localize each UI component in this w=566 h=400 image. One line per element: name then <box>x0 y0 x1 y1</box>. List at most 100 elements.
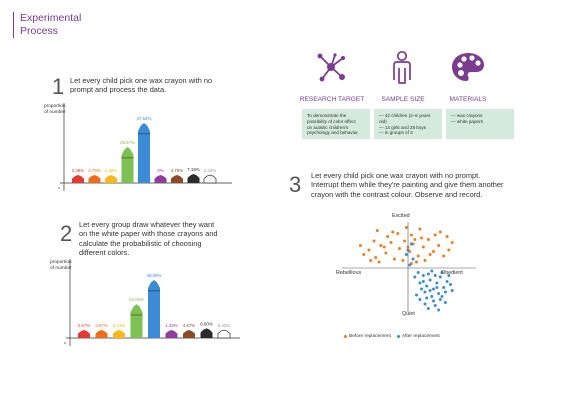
scatter-point-after-23 <box>428 289 432 292</box>
research-target-line-3: on autistic children's <box>307 124 349 130</box>
sample-size-line-3: — 14 girls and 28 boys <box>379 124 426 130</box>
scatter-point-before-25 <box>377 260 381 264</box>
scatter-point-before-24 <box>358 244 362 247</box>
scatter-point-after-24 <box>435 286 439 289</box>
scatter-point-before-5 <box>389 241 393 244</box>
chart1-crayon-black <box>187 173 200 183</box>
chart1-crayon-green <box>121 147 134 183</box>
scatter-point-before-22 <box>420 236 424 240</box>
chart2-origin-label: o <box>64 340 67 345</box>
step-2-text: Let every group draw whatever they want … <box>79 220 217 258</box>
chart2-ylabel-line-1: proportion <box>50 259 72 265</box>
title-line-2: Process <box>20 25 58 37</box>
sample-size-line-2: old) <box>379 118 387 124</box>
materials-title: MATERIALS <box>449 96 487 103</box>
step-3-text: Let every child pick one wax crayon with… <box>311 171 503 199</box>
chart1-bar-orange <box>88 175 101 183</box>
step-1-text-line-1: Let every child pick one wax crayon with… <box>70 76 213 85</box>
scatter-point-after-41 <box>418 298 422 301</box>
scatter-point-after-34 <box>408 263 412 267</box>
quadrant-label-right: Obedient <box>441 270 463 276</box>
chart2-bar-orange <box>95 330 108 338</box>
chart1-data-label-green: 28.57% <box>120 140 135 145</box>
step-2-text-line-1: Let every group draw whatever they want <box>79 220 215 229</box>
scatter-legend: Before replacement After replacement <box>344 334 440 339</box>
chart2-data-label-yellow: 5.33% <box>113 323 126 328</box>
scatter-point-after-18 <box>425 296 429 300</box>
scatter-point-after-17 <box>420 287 424 291</box>
chart1-crayon-white <box>203 174 217 184</box>
scatter-point-after-33 <box>404 253 408 256</box>
quadrant-label-bottom: Quiet <box>402 311 415 317</box>
scatter-point-after-5 <box>432 287 435 291</box>
sample-size-line-1: — 42 children (2–6 years <box>379 113 431 118</box>
scatter-point-after-16 <box>440 271 444 274</box>
scatter-point-after-32 <box>409 242 413 246</box>
scatter-point-before-4 <box>384 251 388 255</box>
scatter-point-after-0 <box>413 275 417 279</box>
scatter-point-after-39 <box>443 301 447 304</box>
step-3-text-line-1: Let every child pick one wax crayon with… <box>311 171 481 180</box>
scatter-point-before-40 <box>445 235 449 238</box>
scatter-point-before-16 <box>442 254 446 258</box>
chart2-data-label-black: 8.00% <box>200 321 213 326</box>
chart1-bar-black <box>187 173 200 183</box>
scatter-point-after-40 <box>437 308 441 312</box>
chart2-bar-purple <box>165 330 178 338</box>
step-3-number: 3 <box>289 172 302 197</box>
chart2-bar-yellow <box>113 330 125 338</box>
chart2-bar-band-blue <box>148 290 160 292</box>
chart1-data-label-red: 2.38% <box>72 168 85 173</box>
scatter-point-before-36 <box>418 227 422 231</box>
scatter-point-before-18 <box>372 239 376 243</box>
chart1-bar-red <box>72 175 84 183</box>
scatter-point-after-21 <box>449 283 452 286</box>
materials-line-2: — white papers <box>451 118 483 124</box>
chart1-bar-green <box>121 147 134 183</box>
scatter-point-after-29 <box>433 304 437 307</box>
scatter-point-before-13 <box>426 238 430 241</box>
sample-size-title: SAMPLE SIZE <box>381 96 425 103</box>
scatter-point-after-20 <box>438 298 442 301</box>
scatter-point-before-26 <box>401 259 405 262</box>
chart1-bar-purple <box>154 175 167 183</box>
scatter-point-after-13 <box>443 290 447 294</box>
scatter-point-before-15 <box>437 244 441 247</box>
scatter-point-after-25 <box>440 295 444 298</box>
chart2-data-label-brown: 4.67% <box>183 323 196 328</box>
legend-after-label: After replacement <box>401 334 440 339</box>
chart2-data-label-red: 2.67% <box>78 323 91 328</box>
step-3-text-line-3: crayon with the contrast colour. Observe… <box>311 189 483 199</box>
sample-size-card: — 42 children (2–6 years old) — 14 girls… <box>374 109 442 139</box>
person-icon <box>393 50 411 84</box>
scatter-point-after-2 <box>421 274 425 277</box>
scatter-point-after-12 <box>437 292 441 295</box>
chart1-bar-brown <box>171 175 183 183</box>
scatter-point-before-12 <box>421 245 425 249</box>
scatter-point-before-17 <box>447 248 451 252</box>
palette-icon <box>452 53 484 81</box>
scatter-point-before-21 <box>409 233 413 237</box>
chart1-data-label-orange: 4.76% <box>88 168 101 173</box>
step-1-text: Let every child pick one wax crayon with… <box>70 76 212 95</box>
chart2-data-label-white: 5.33% <box>218 323 231 328</box>
scatter-point-before-14 <box>432 250 435 253</box>
scatter-point-before-35 <box>369 259 373 262</box>
scatter-point-before-28 <box>423 259 427 262</box>
chart2-data-label-purple: 1.33% <box>165 323 178 328</box>
scatter-point-after-19 <box>432 299 435 303</box>
scatter-point-before-7 <box>398 247 401 250</box>
step-1-number: 1 <box>52 74 65 99</box>
materials-card: — wax crayons — white papers <box>446 109 514 139</box>
legend-before-dot <box>344 335 347 338</box>
scatter-point-before-33 <box>391 230 395 234</box>
network-molecule-icon <box>317 53 345 82</box>
chart2-crayon-purple <box>165 330 178 338</box>
chart2-bar-white <box>217 329 231 339</box>
chart1-data-label-black: 7.15% <box>187 167 200 172</box>
scatter-point-after-37 <box>415 293 418 297</box>
legend-before: Before replacement <box>344 334 391 339</box>
research-target-card: To demonstrate the possibility of color … <box>302 109 370 139</box>
scatter-point-before-3 <box>379 244 383 247</box>
